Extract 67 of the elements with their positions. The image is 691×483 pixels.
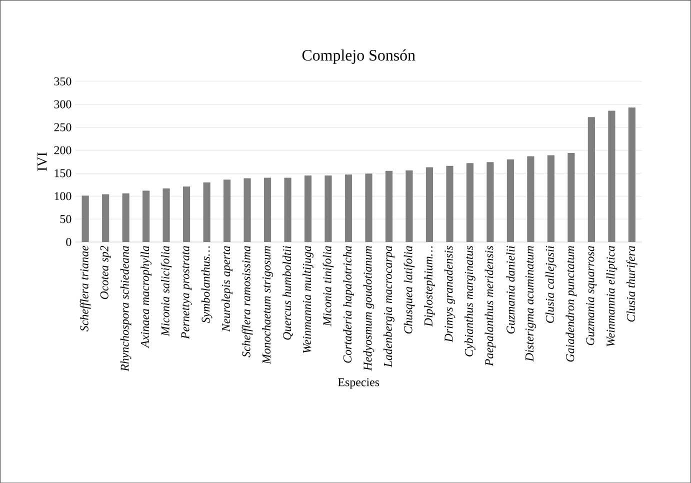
x-tick-label: Schefflera ramosissima xyxy=(242,246,253,358)
x-tick-label: Monochaetum strigosum xyxy=(262,246,273,364)
bar xyxy=(264,178,272,242)
x-tick-label: Weinmannia multijuga xyxy=(302,246,314,353)
x-tick-label: Hedyosmum goudotianum xyxy=(363,246,374,371)
bar xyxy=(568,152,575,242)
y-tick-label: 300 xyxy=(54,100,72,108)
y-tick-label: 350 xyxy=(54,77,72,86)
bar xyxy=(628,107,636,242)
chart-title: Complejo Sonsón xyxy=(302,49,416,64)
x-tick-label: Pernettya prostrata xyxy=(181,246,192,340)
y-axis-title: IVI xyxy=(38,152,47,171)
x-tick-label: Cybianthus marginatus xyxy=(464,246,476,356)
bar xyxy=(304,175,312,242)
bar xyxy=(365,174,372,242)
x-tick-label: Disterigma acuminatum xyxy=(525,246,536,362)
bar xyxy=(162,188,170,242)
x-tick-label: Gaiadendron punctatum xyxy=(566,246,577,362)
bar xyxy=(506,159,514,242)
bar xyxy=(486,162,494,242)
bar xyxy=(385,170,393,242)
x-tick-label: Cortaderia hapalotricha xyxy=(343,246,354,363)
bar xyxy=(324,175,332,242)
x-tick-label: Neurolepis aperta xyxy=(222,246,232,332)
x-tick-label: Chusquea latifolia xyxy=(404,246,415,334)
x-tick-label: Ladenbergia macrocarpa xyxy=(384,246,394,368)
bar xyxy=(608,110,616,242)
bar xyxy=(588,117,595,242)
bar xyxy=(426,167,434,242)
bar xyxy=(466,162,474,242)
x-tick-label: Axinaea macrophylla xyxy=(140,246,152,348)
x-axis-title: Especies xyxy=(338,378,380,389)
x-tick-label: Miconia tinifolia xyxy=(322,246,334,326)
x-tick-label: Symbolanthus… xyxy=(201,246,212,323)
bar xyxy=(82,196,89,242)
bar xyxy=(344,174,352,242)
y-tick-label: 50 xyxy=(60,214,72,223)
bar xyxy=(203,182,210,242)
bar xyxy=(547,155,554,242)
bar xyxy=(142,190,150,242)
x-tick-label: Schefflera trianae xyxy=(80,246,91,332)
x-tick-label: Quercus humboldtii xyxy=(282,246,293,340)
x-tick-label: Weinmannia elliptica xyxy=(606,246,618,346)
bar xyxy=(406,170,413,242)
y-tick-label: 150 xyxy=(54,169,72,178)
x-tick-label: Diplostephium… xyxy=(424,246,435,327)
y-tick-label: 0 xyxy=(66,238,72,246)
bar xyxy=(102,194,110,242)
bar xyxy=(223,179,231,242)
bar xyxy=(446,166,454,242)
x-tick-label: Drimys granadensis xyxy=(444,246,456,342)
x-tick-label: Guzmania squarrosa xyxy=(586,246,597,345)
x-tick-label: Clusia thurifera xyxy=(626,246,638,322)
y-tick-label: 250 xyxy=(54,123,72,132)
bar xyxy=(244,178,251,242)
x-tick-label: Miconia salicifolia xyxy=(160,246,172,336)
bar xyxy=(183,186,190,242)
bar xyxy=(122,193,130,242)
y-tick-label: 200 xyxy=(54,146,72,154)
x-tick-label: Ocotea sp2 xyxy=(100,246,111,299)
bar xyxy=(527,156,534,242)
x-tick-label: Paepalanthus meridensis xyxy=(484,246,496,366)
y-tick-label: 100 xyxy=(54,192,72,200)
bar xyxy=(284,178,292,242)
x-tick-label: Guzmania danielii xyxy=(506,246,515,334)
x-tick-label: Rhynchospora schiedeana xyxy=(120,246,132,372)
x-tick-label: Clusia callejasii xyxy=(546,246,556,323)
